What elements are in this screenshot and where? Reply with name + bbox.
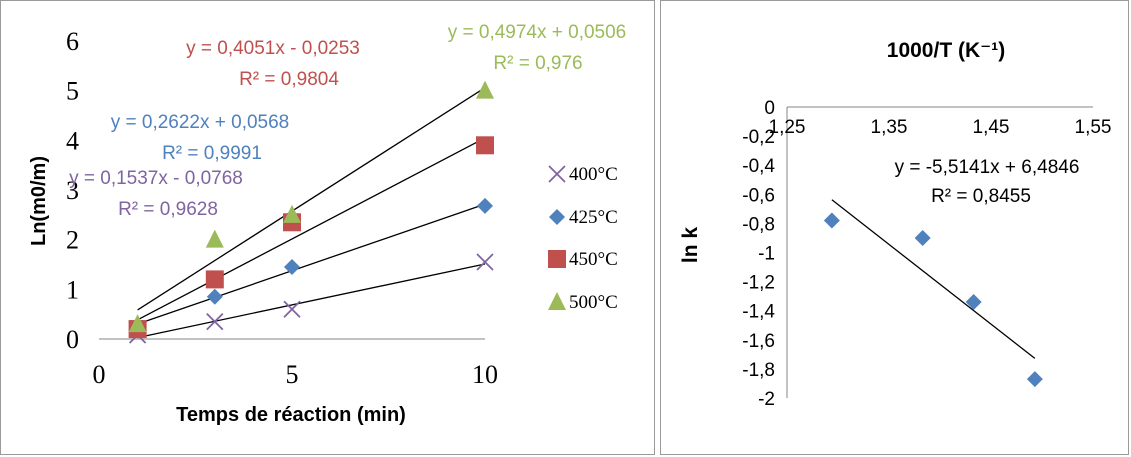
trendline-arrhenius: [831, 199, 1036, 359]
legend-marker-425°C: [549, 209, 565, 225]
y-tick-label: -0,2: [742, 127, 775, 148]
equation-arrhenius: y = -5,5141x + 6,4846: [895, 157, 1080, 178]
y-tick-label: 2: [66, 226, 79, 255]
y-tick-label: 1: [66, 275, 79, 304]
legend-marker-400°C: [548, 165, 566, 183]
equation-425: y = 0,2622x + 0,0568: [111, 112, 290, 133]
x-tick-label: 10: [472, 360, 498, 389]
y-tick-label: -0,8: [742, 214, 775, 235]
y-tick-label: 6: [66, 27, 79, 56]
y-tick-label: -1,2: [742, 273, 775, 294]
y-tick-label: -1,6: [742, 331, 775, 352]
x-tick-label: 1,25: [769, 117, 806, 138]
data-point-425°C: [284, 258, 300, 275]
legend-marker-450°C: [548, 250, 566, 268]
data-point-500°C: [476, 80, 494, 99]
trendline-425°C: [137, 203, 486, 325]
r2-425: R² = 0,9991: [162, 143, 262, 164]
data-point-arrhenius: [1026, 371, 1043, 388]
data-point-425°C: [206, 288, 223, 305]
legend-label-500: 500°C: [569, 292, 618, 313]
y-tick-label: 5: [66, 77, 79, 106]
data-point-400°C: [206, 312, 224, 331]
trendline-500°C: [137, 87, 486, 311]
y-tick-label: 3: [66, 176, 79, 205]
x-tick-label: 0: [93, 360, 106, 389]
equation-450: y = 0,4051x - 0,0253: [186, 38, 360, 59]
equation-500: y = 0,4974x + 0,0506: [448, 22, 627, 43]
y-tick-label: -1: [758, 244, 775, 265]
x-tick-label: 5: [286, 360, 299, 389]
y-tick-label: 4: [66, 126, 79, 155]
y-tick-label: 0: [764, 98, 775, 119]
r2-400: R² = 0,9628: [118, 199, 218, 220]
y-tick-label: 0: [66, 325, 79, 354]
r2-450: R² = 0,9804: [239, 69, 339, 90]
data-point-arrhenius: [823, 212, 840, 229]
chart-title: 1000/T (K⁻¹): [887, 39, 1005, 62]
x-tick-label: 1,55: [1075, 117, 1112, 138]
r2-500: R² = 0,976: [493, 53, 582, 74]
chart-right-panel: 0 -0,2 -0,4 -0,6 -0,8 -1 -1,2 -1,4 -1,6 -1,8 -2 1,2…: [660, 0, 1129, 455]
data-point-450°C: [476, 136, 494, 155]
r2-arrhenius: R² = 0,8455: [931, 186, 1031, 207]
data-point-500°C: [128, 314, 147, 333]
chart-left: 0 1 2 3 4 5 6 0 5 10 Temps de réaction (min) Ln(m…: [28, 22, 627, 426]
y-tick-label: -1,4: [742, 302, 775, 323]
legend-label-400: 400°C: [569, 164, 618, 185]
x-axis-title: Temps de réaction (min): [176, 404, 406, 426]
y-tick-label: -1,8: [742, 360, 775, 381]
y-tick-label: -2: [758, 389, 775, 410]
y-tick-label: -0,4: [742, 156, 775, 177]
y-axis-title: Ln(m0/m): [28, 156, 50, 246]
y-axis-title-lnk: ln k: [679, 227, 702, 263]
data-point-400°C: [283, 300, 301, 318]
trendline-450°C: [137, 137, 486, 321]
data-point-425°C: [477, 197, 493, 214]
y-tick-label: -0,6: [742, 185, 775, 206]
data-point-500°C: [283, 204, 301, 223]
data-point-500°C: [205, 229, 224, 248]
data-point-arrhenius: [965, 293, 982, 310]
data-point-450°C: [205, 270, 224, 289]
data-point-400°C: [476, 253, 494, 271]
chart-right: 0 -0,2 -0,4 -0,6 -0,8 -1 -1,2 -1,4 -1,6 -1,8 -2 1,2…: [679, 39, 1112, 410]
x-tick-label: 1,45: [973, 117, 1010, 138]
x-tick-label: 1,35: [871, 117, 908, 138]
legend-label-450: 450°C: [569, 249, 618, 270]
equation-400: y = 0,1537x - 0,0768: [69, 168, 243, 189]
legend: 400°C 425°C 450°C 500°C: [548, 164, 618, 313]
legend-marker-500°C: [548, 292, 566, 310]
chart-left-panel: 0 1 2 3 4 5 6 0 5 10 Temps de réaction (min) Ln(m…: [0, 0, 655, 455]
data-point-arrhenius: [914, 229, 931, 246]
legend-label-425: 425°C: [569, 207, 618, 228]
trendline-400°C: [137, 263, 486, 339]
